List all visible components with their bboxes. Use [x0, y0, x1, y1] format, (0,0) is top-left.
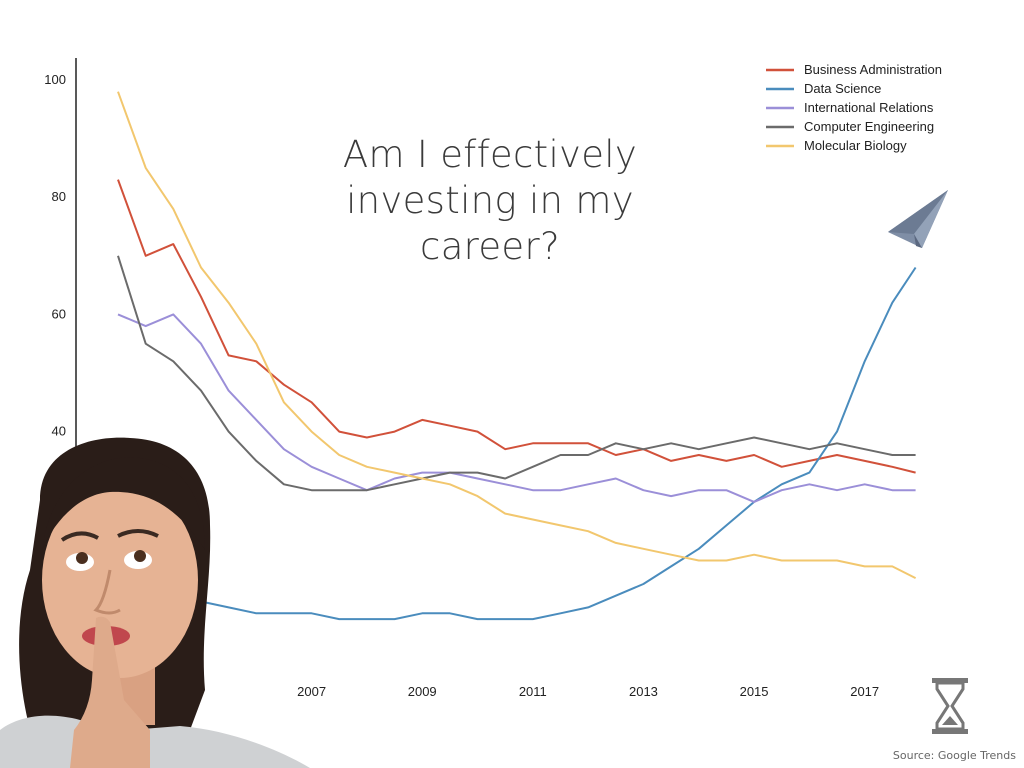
legend: Business Administration Data Science Inter… — [766, 62, 942, 153]
x-tick-label: 2015 — [740, 684, 769, 699]
legend-label: Data Science — [804, 81, 881, 96]
y-tick-labels: 40 60 80 100 — [44, 72, 66, 439]
y-tick-label: 80 — [52, 189, 66, 204]
series-line-international-relations — [117, 313, 916, 503]
x-tick-labels: 2007 2009 2011 2013 2015 2017 — [297, 684, 879, 699]
paper-plane-icon — [888, 190, 948, 248]
thinking-woman-illustration — [0, 437, 310, 768]
x-tick-label: 2009 — [408, 684, 437, 699]
source-note: Source: Google Trends — [892, 749, 1016, 762]
series-line-molecular-biology — [117, 91, 917, 579]
series-line-data-science — [117, 266, 917, 621]
headline-question: Am I effectively investing in my career? — [342, 133, 638, 268]
series-line-computer-engineering — [117, 255, 916, 492]
x-tick-label: 2013 — [629, 684, 658, 699]
legend-label: Business Administration — [804, 62, 942, 77]
x-tick-label: 2011 — [519, 684, 547, 699]
x-tick-label: 2007 — [297, 684, 326, 699]
legend-label: Computer Engineering — [804, 119, 934, 134]
y-tick-label: 100 — [44, 72, 66, 87]
legend-label: Molecular Biology — [804, 138, 907, 153]
hourglass-icon — [932, 678, 968, 734]
y-tick-label: 60 — [52, 306, 66, 321]
series-line-business-administration — [117, 179, 916, 474]
x-tick-label: 2017 — [850, 684, 879, 699]
y-tick-label: 40 — [52, 424, 66, 439]
legend-label: International Relations — [804, 100, 934, 115]
series-lines — [117, 91, 917, 621]
